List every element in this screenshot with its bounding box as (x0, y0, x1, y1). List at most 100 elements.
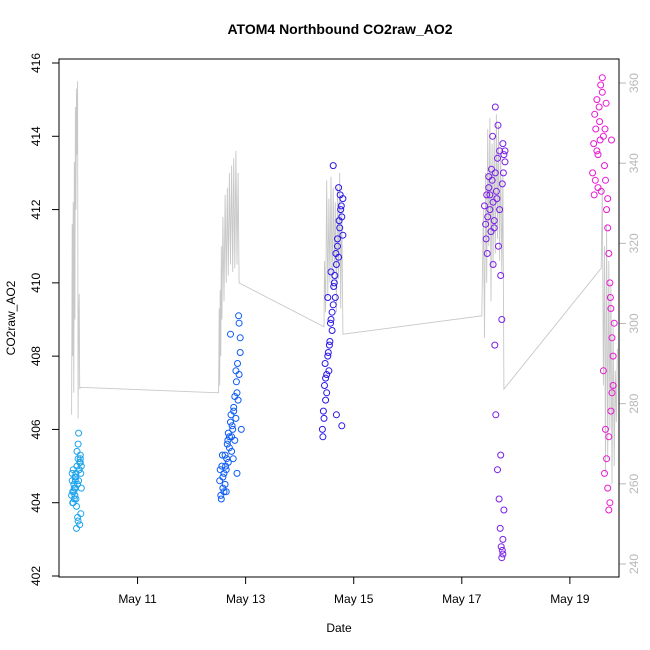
data-point-series-1 (76, 458, 84, 466)
x-tick-label: May 13 (226, 592, 266, 606)
y-tick-label: 406 (29, 419, 43, 439)
data-point-series-3 (325, 367, 333, 375)
data-point-series-2 (230, 403, 238, 411)
data-point-series-3 (322, 396, 330, 404)
data-point-series-4 (497, 272, 505, 279)
data-point-series-4 (499, 169, 507, 177)
data-point-series-5 (598, 88, 606, 96)
data-point-series-4 (498, 180, 506, 188)
y-tick-label: 414 (29, 126, 43, 146)
data-point-series-3 (330, 279, 338, 287)
data-point-series-2 (232, 414, 240, 422)
data-point-series-4 (494, 121, 502, 129)
data-point-series-5 (602, 99, 610, 107)
data-point-series-4 (501, 158, 509, 166)
data-point-series-5 (603, 206, 611, 214)
data-point-series-3 (330, 283, 338, 290)
data-point-series-2 (233, 469, 241, 477)
data-point-series-4 (499, 550, 507, 558)
data-point-series-5 (604, 224, 612, 232)
data-point-series-5 (606, 294, 614, 301)
data-point-series-2 (235, 312, 243, 320)
data-point-series-2 (228, 447, 236, 455)
data-point-series-5 (598, 74, 606, 82)
data-point-series-5 (593, 147, 601, 155)
data-point-series-1 (70, 484, 78, 492)
y2-tick-label: 340 (627, 153, 641, 173)
data-point-series-4 (490, 224, 498, 232)
data-point-series-2 (234, 360, 241, 367)
data-point-series-1 (75, 429, 83, 437)
data-point-series-5 (596, 118, 604, 126)
y-axis-label: CO2raw_AO2 (4, 280, 18, 355)
data-point-series-1 (75, 466, 83, 474)
y-tick-label: 402 (29, 566, 43, 586)
data-point-series-4 (491, 169, 499, 177)
data-point-series-4 (498, 546, 506, 554)
data-point-series-2 (220, 488, 228, 496)
data-point-series-5 (591, 110, 599, 118)
data-point-series-5 (589, 169, 597, 177)
data-point-series-4 (500, 151, 508, 159)
data-point-series-2 (219, 473, 227, 481)
data-point-series-3 (323, 371, 331, 378)
points-layer (68, 74, 618, 562)
data-point-series-5 (590, 140, 598, 148)
data-point-series-2 (231, 436, 239, 444)
data-point-series-1 (70, 480, 78, 488)
data-point-series-5 (606, 279, 614, 287)
data-point-series-2 (222, 488, 230, 496)
data-point-series-2 (218, 451, 226, 459)
data-point-series-4 (492, 411, 500, 419)
data-point-series-3 (327, 319, 334, 327)
data-point-series-3 (332, 250, 340, 257)
y2-tick-label: 280 (627, 393, 641, 413)
data-point-series-3 (331, 272, 339, 279)
data-point-series-4 (490, 217, 498, 225)
data-point-series-4 (485, 173, 493, 181)
y2-tick-label: 240 (627, 554, 641, 574)
data-point-series-3 (324, 294, 332, 301)
data-point-series-1 (76, 521, 84, 529)
data-point-series-5 (594, 151, 602, 159)
data-point-series-5 (603, 455, 611, 463)
data-point-series-4 (498, 316, 506, 323)
y2-tick-label: 360 (627, 73, 641, 93)
data-point-series-1 (76, 455, 84, 463)
data-point-series-5 (602, 425, 609, 433)
data-point-series-4 (499, 535, 507, 543)
data-point-series-5 (599, 367, 607, 375)
data-point-series-3 (335, 217, 343, 225)
data-point-series-3 (328, 308, 336, 316)
data-point-series-5 (595, 103, 603, 111)
data-point-series-4 (491, 103, 499, 111)
data-point-series-2 (225, 433, 233, 441)
y-tick-label: 408 (29, 346, 43, 366)
data-point-series-3 (337, 206, 345, 214)
data-point-series-1 (77, 469, 85, 477)
data-point-series-3 (319, 407, 327, 415)
data-point-series-3 (337, 202, 345, 210)
x-tick-label: May 19 (550, 592, 590, 606)
data-point-series-5 (594, 184, 602, 192)
data-point-series-4 (492, 187, 500, 195)
data-point-series-5 (592, 125, 600, 133)
y-tick-label: 410 (29, 273, 43, 293)
data-point-series-5 (605, 250, 613, 257)
data-point-series-2 (236, 349, 244, 356)
data-point-series-3 (319, 433, 327, 441)
data-point-series-5 (607, 305, 615, 312)
data-point-series-2 (223, 440, 231, 448)
data-point-series-5 (605, 506, 613, 514)
data-point-series-4 (486, 206, 494, 214)
data-point-series-2 (225, 444, 233, 452)
data-point-series-4 (500, 506, 508, 514)
data-point-series-4 (495, 242, 502, 250)
data-point-series-2 (232, 378, 240, 386)
y2-tick-label: 320 (627, 233, 641, 253)
data-point-series-3 (336, 224, 344, 232)
data-point-series-1 (72, 495, 80, 503)
data-point-series-2 (227, 330, 234, 338)
data-point-series-1 (72, 473, 80, 481)
data-point-series-2 (228, 433, 236, 441)
